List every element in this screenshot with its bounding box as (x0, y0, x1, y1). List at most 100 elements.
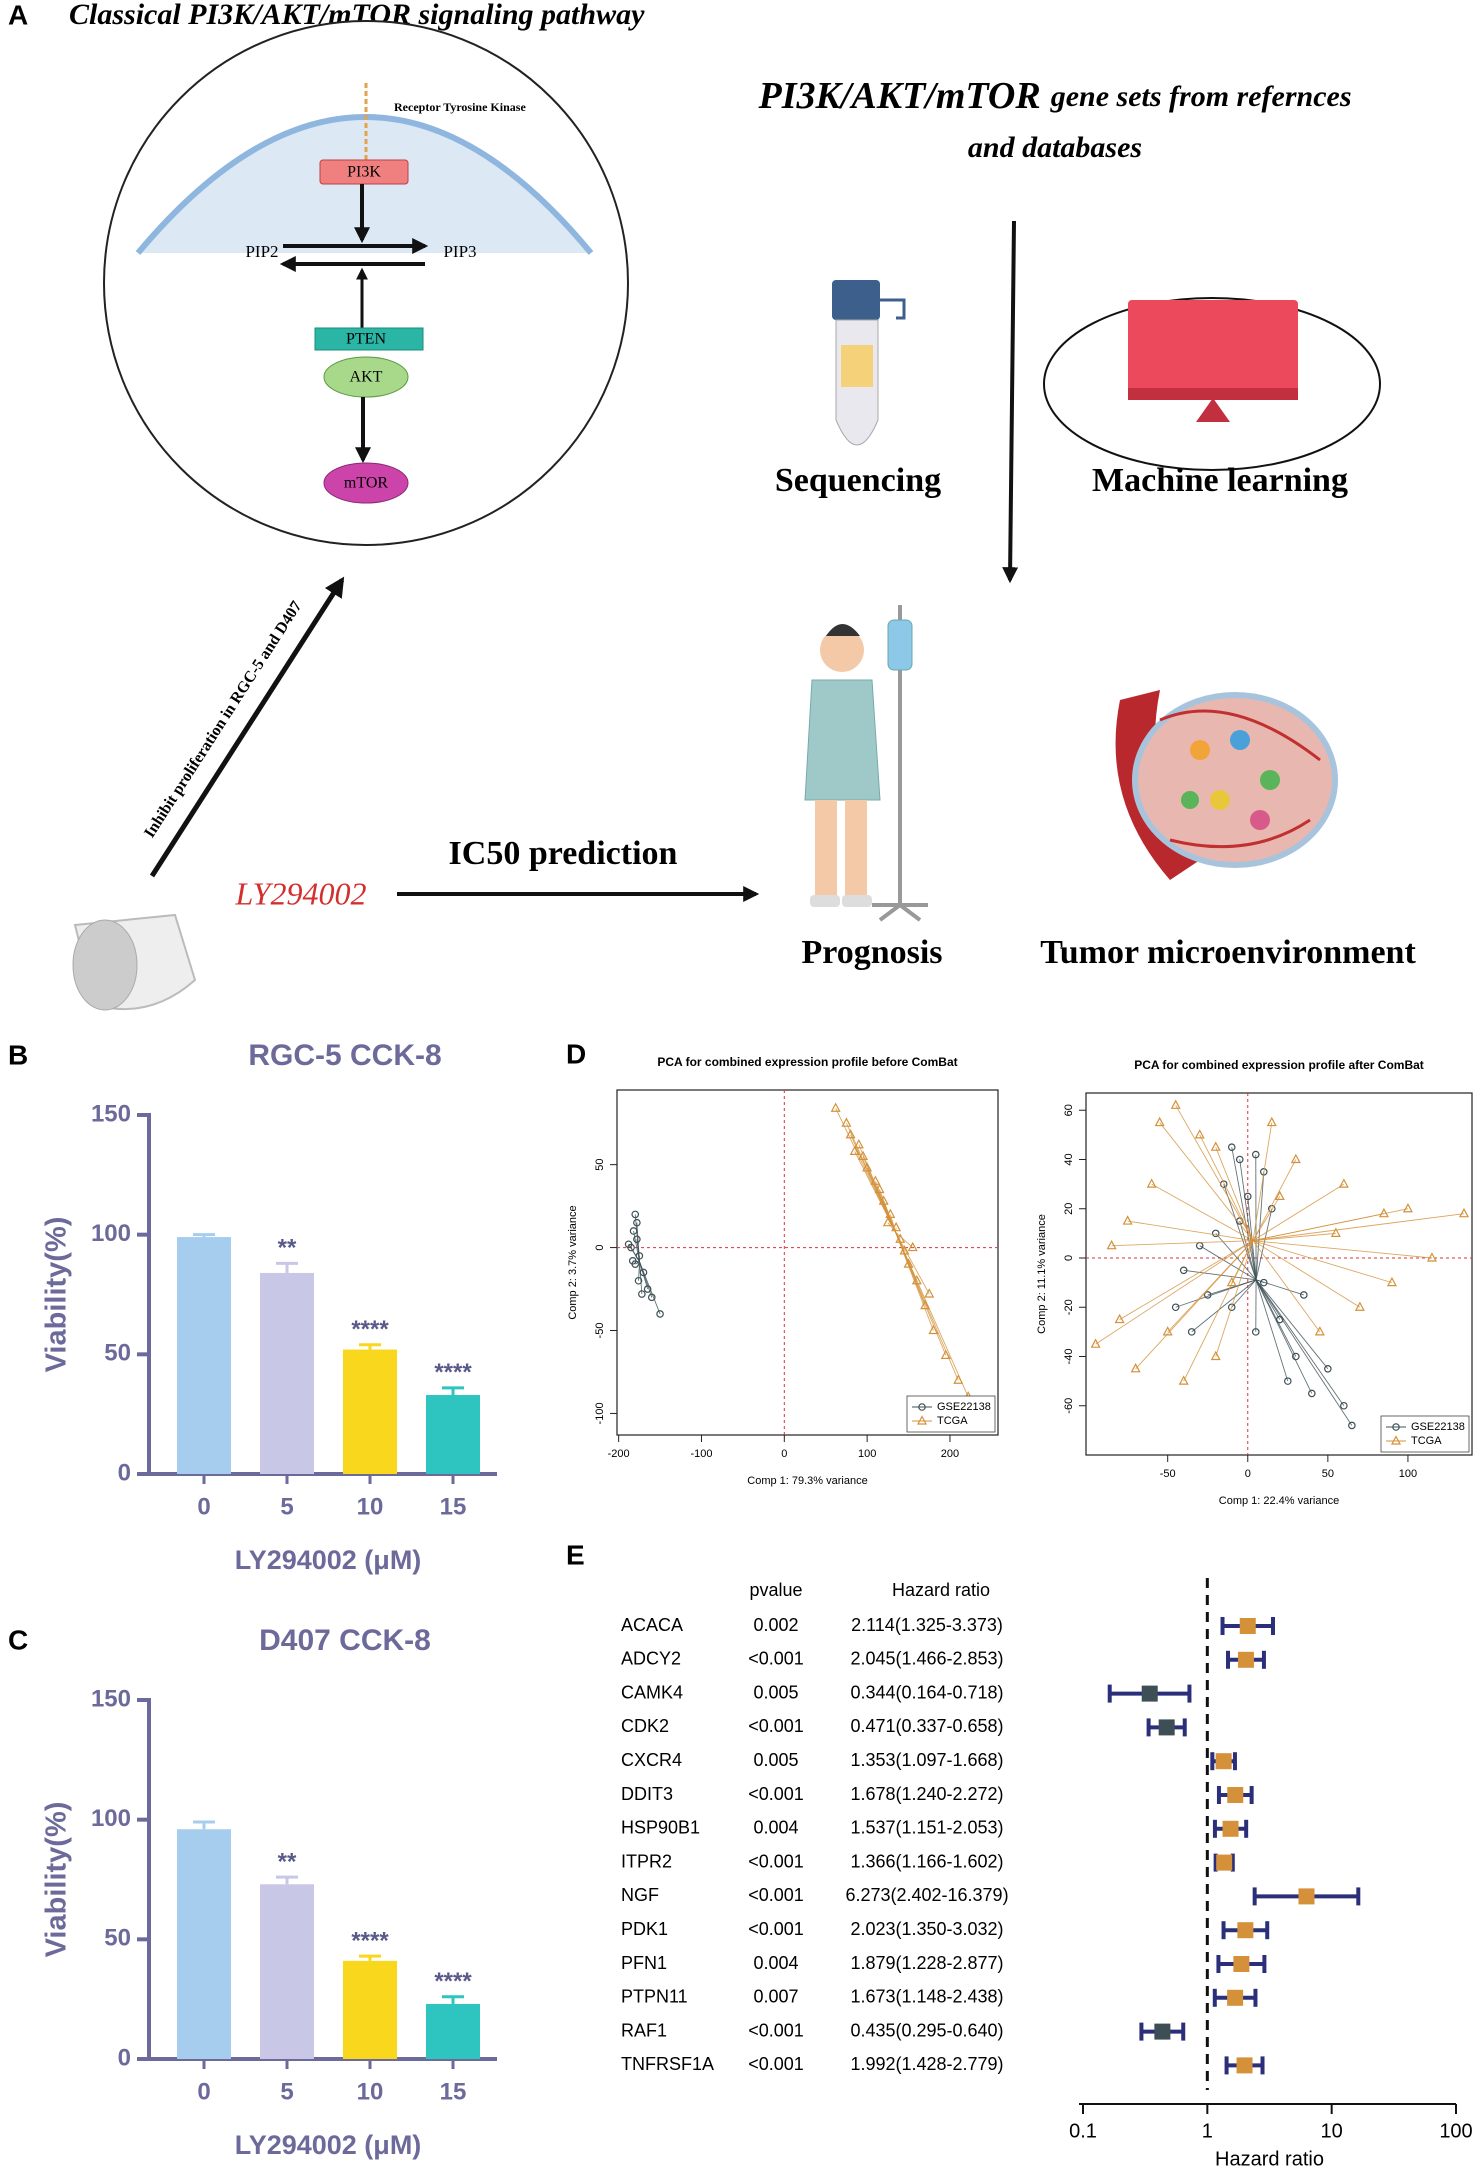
point (899, 1245, 910, 1255)
spider-line (639, 1261, 661, 1315)
point (1251, 1150, 1260, 1159)
legend (1380, 1415, 1470, 1453)
x-tick-label: 0 (781, 1448, 787, 1460)
point (953, 1374, 964, 1384)
point (911, 1274, 922, 1285)
akt (323, 356, 409, 398)
tumor-icon (1115, 690, 1338, 880)
point (903, 1258, 914, 1268)
step-label: Machine learning (1092, 462, 1348, 499)
plot-frame (616, 1089, 999, 1436)
pvalue: 0.002 (753, 1615, 798, 1635)
spider-line (1119, 1240, 1254, 1320)
spider-line (635, 1261, 640, 1265)
point (862, 1162, 873, 1172)
point (1179, 1266, 1188, 1275)
y-tick-label: -20 (1063, 1299, 1075, 1315)
point (878, 1195, 889, 1205)
point (1187, 1328, 1196, 1336)
spider-line (1175, 1279, 1257, 1308)
spider-line (1255, 1279, 1345, 1407)
point (1235, 1155, 1244, 1164)
gene-label: CXCR4 (621, 1750, 682, 1770)
point (870, 1175, 881, 1185)
spider-line (1231, 1147, 1257, 1280)
gene-label: HSP90B1 (621, 1818, 700, 1838)
significance: **** (351, 1927, 389, 1954)
panel-label: B (8, 1039, 28, 1070)
legend (906, 1395, 996, 1433)
spider-line (1255, 1279, 1304, 1296)
bar (260, 1272, 314, 1474)
hazard-ratio-label: 1.366(1.166-1.602) (850, 1851, 1003, 1871)
hazard-marker (1215, 1753, 1232, 1770)
node-label: PI3K (347, 164, 381, 181)
x-tick-label: -50 (1160, 1468, 1176, 1480)
point (1122, 1215, 1133, 1225)
x-tick-label: 100 (1399, 1468, 1417, 1480)
bar (426, 1395, 480, 1474)
panel-label: A (8, 0, 28, 30)
node-label: PTEN (346, 331, 386, 348)
legend-label: TCGA (937, 1415, 968, 1427)
spider-line (895, 1231, 930, 1295)
node-label: PIP3 (443, 242, 476, 261)
y-tick-label: -100 (594, 1402, 606, 1424)
point (1330, 1227, 1341, 1237)
chart-title: PCA for combined expression profile befo… (657, 1055, 957, 1069)
x-tick-label: 100 (858, 1448, 876, 1460)
legend-label: GSE22138 (937, 1401, 991, 1413)
spider-line (1252, 1208, 1409, 1242)
tube-icon (832, 280, 906, 446)
hazard-marker (1298, 1888, 1315, 1905)
y-tick-label: 0 (1063, 1255, 1075, 1261)
node-label: PIP2 (245, 242, 278, 261)
pvalue: <0.001 (748, 1851, 804, 1871)
x-tick-label: 0.1 (1069, 2120, 1097, 2142)
point (1276, 1315, 1284, 1324)
legend-label: TCGA (1411, 1435, 1442, 1447)
spider-line (1199, 1245, 1257, 1281)
hazard-ratio-label: 2.045(1.466-2.853) (850, 1649, 1003, 1669)
y-axis-label: Viability(%) (41, 1802, 73, 1958)
point (633, 1218, 641, 1227)
gene-label: PFN1 (621, 1953, 667, 1973)
pvalue: 0.007 (753, 1987, 798, 2007)
x-tick-label: 200 (941, 1448, 959, 1460)
point (1194, 1129, 1205, 1139)
point (1090, 1338, 1101, 1348)
x-axis-label: LY294002 (μM) (235, 1545, 422, 1575)
x-tick-label: 0 (197, 1493, 210, 1520)
spider-line (1231, 1279, 1257, 1308)
point (907, 1241, 918, 1252)
x-tick-label: 50 (1322, 1468, 1334, 1480)
point (895, 1233, 906, 1243)
gene-label: PDK1 (621, 1919, 668, 1939)
hazard-marker (1222, 1820, 1239, 1837)
point (882, 1216, 893, 1227)
bar (177, 1829, 231, 2059)
bar (260, 1884, 314, 2059)
gene-label: PTPN11 (621, 1987, 688, 2007)
gene-sets-title: and databases (968, 131, 1142, 164)
significance: **** (351, 1316, 389, 1343)
x-tick-label: 5 (280, 2078, 293, 2105)
hazard-ratio-label: 1.673(1.148-2.438) (850, 1987, 1003, 2007)
drug-label: LY294002 (235, 875, 367, 911)
point (1402, 1202, 1413, 1213)
point (1130, 1363, 1141, 1373)
point (1211, 1229, 1220, 1238)
significance: **** (434, 1359, 472, 1386)
y-tick-label: -60 (1063, 1398, 1075, 1414)
arrow (149, 576, 345, 878)
arrow (1002, 220, 1019, 584)
chart-title: D407 CCK-8 (259, 1624, 431, 1657)
spider-line (1191, 1279, 1257, 1333)
y-tick-label: 60 (1063, 1104, 1075, 1116)
spider-line (1239, 1159, 1257, 1280)
hazard-ratio-label: 1.678(1.240-2.272) (850, 1784, 1003, 1804)
y-tick-label: -40 (1063, 1349, 1075, 1365)
spider-line (1252, 1240, 1433, 1259)
point (1251, 1328, 1260, 1336)
